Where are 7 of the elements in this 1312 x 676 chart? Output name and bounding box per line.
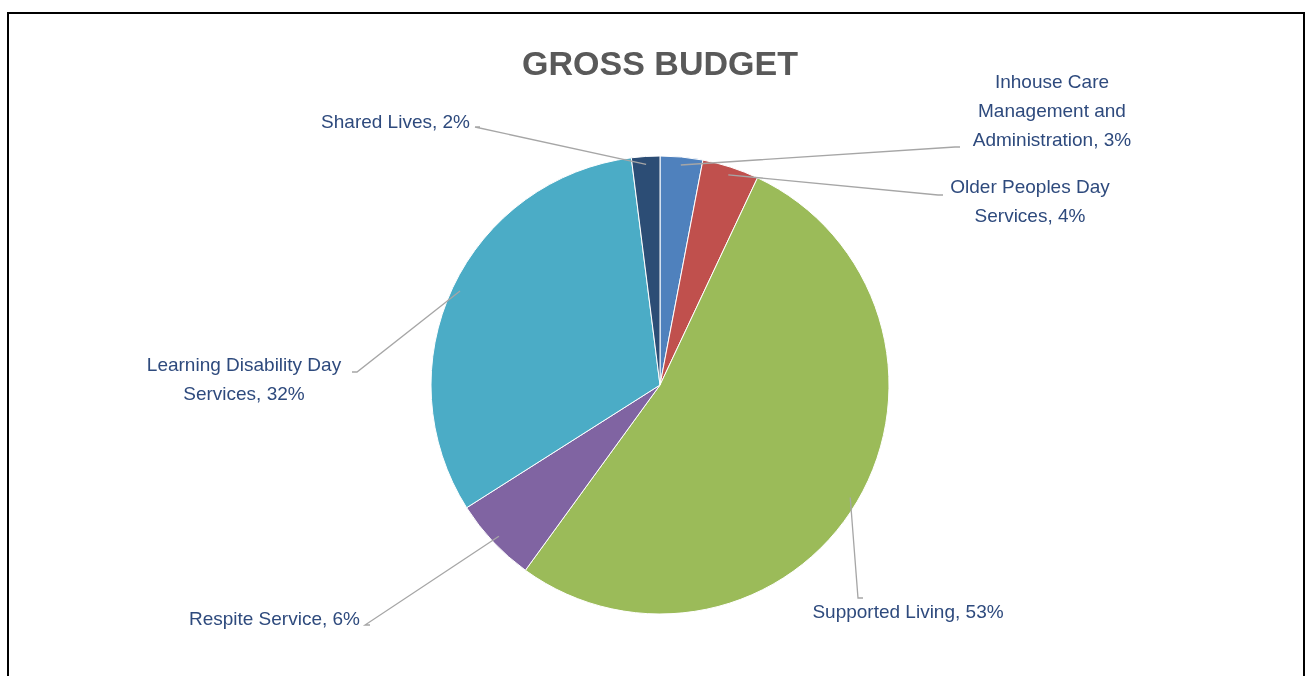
slice-label: Inhouse Care Management and Administration, 3% [972,71,1132,150]
slice-label: Respite Service, 6% [188,608,361,629]
slice-label: Older Peoples Day Services, 4% [950,176,1111,226]
chart-title: GROSS BUDGET [522,44,799,82]
slice-label: Learning Disability Day Services, 32% [146,354,342,404]
slice-label: Shared Lives, 2% [321,111,471,132]
slice-label: Supported Living, 53% [812,601,1004,622]
